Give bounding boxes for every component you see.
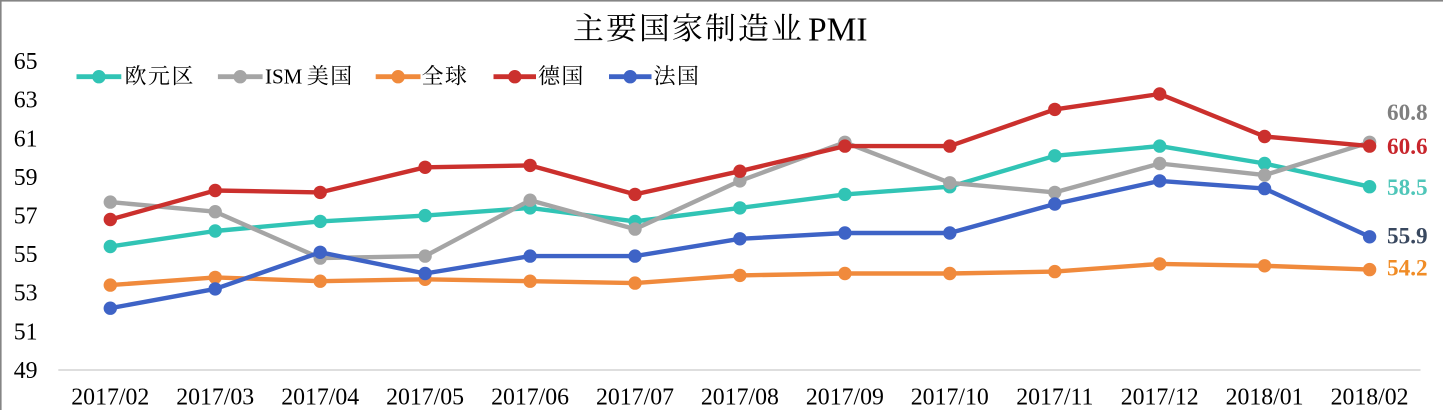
svg-text:60.8: 60.8	[1387, 100, 1428, 126]
svg-text:60.6: 60.6	[1387, 134, 1428, 160]
svg-text:ISM: ISM	[265, 65, 303, 89]
svg-text:53: 53	[14, 281, 38, 307]
svg-text:2017/11: 2017/11	[1016, 385, 1093, 411]
svg-text:63: 63	[14, 88, 38, 114]
svg-text:49: 49	[14, 358, 38, 384]
svg-text:2017/12: 2017/12	[1121, 385, 1199, 411]
svg-text:2017/07: 2017/07	[596, 385, 674, 411]
svg-text:2017/05: 2017/05	[386, 385, 464, 411]
svg-text:65: 65	[14, 49, 38, 75]
svg-text:54.2: 54.2	[1387, 256, 1428, 282]
svg-text:2017/03: 2017/03	[176, 385, 254, 411]
svg-text:58.5: 58.5	[1387, 175, 1428, 201]
svg-text:2017/08: 2017/08	[701, 385, 779, 411]
svg-text:55: 55	[14, 242, 38, 268]
svg-text:2017/02: 2017/02	[71, 385, 149, 411]
svg-text:2017/04: 2017/04	[281, 385, 359, 411]
svg-text:2017/10: 2017/10	[911, 385, 989, 411]
svg-text:51: 51	[14, 319, 38, 345]
svg-text:2018/01: 2018/01	[1226, 385, 1304, 411]
svg-text:61: 61	[14, 126, 38, 152]
svg-text:2018/02: 2018/02	[1331, 385, 1409, 411]
svg-text:2017/06: 2017/06	[491, 385, 569, 411]
svg-text:55.9: 55.9	[1387, 224, 1428, 250]
svg-text:2017/09: 2017/09	[806, 385, 884, 411]
svg-text:PMI: PMI	[808, 11, 868, 48]
svg-text:59: 59	[14, 165, 38, 191]
svg-text:57: 57	[14, 204, 38, 230]
